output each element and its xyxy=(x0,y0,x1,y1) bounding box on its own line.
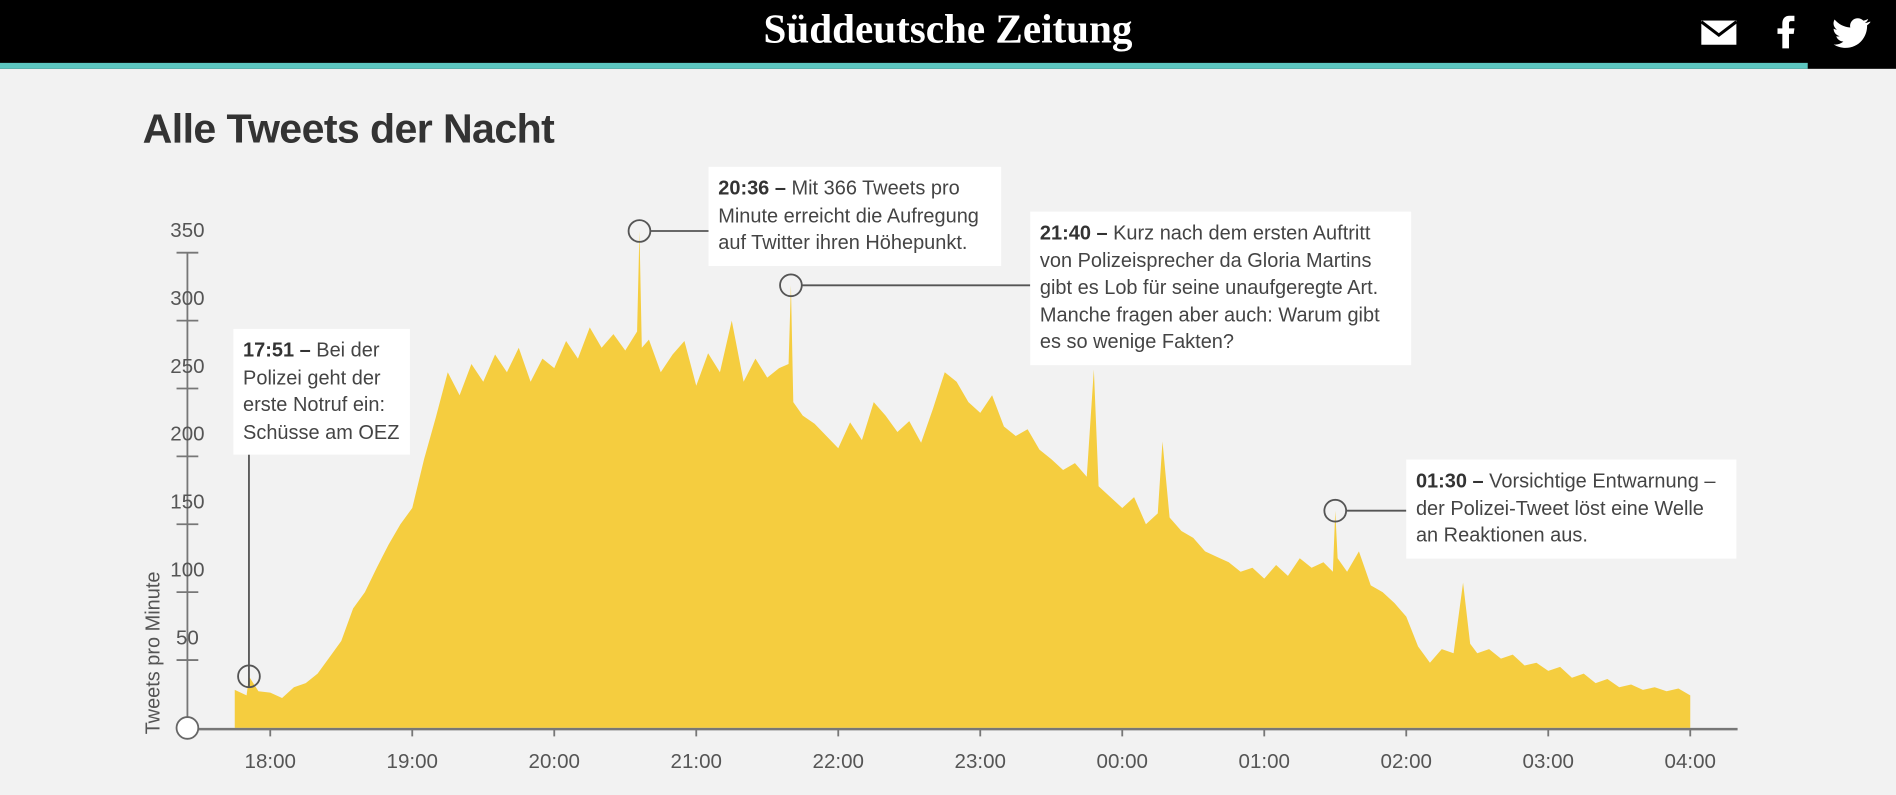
x-tick-label: 18:00 xyxy=(245,750,296,773)
annotation-text: Bei der Polizei geht der erste Notruf ei… xyxy=(243,339,400,444)
x-tick-label: 02:00 xyxy=(1381,750,1432,773)
y-tick-label: 350 xyxy=(170,219,204,242)
annotation-text: Mit 366 Tweets pro Minute erreicht die A… xyxy=(718,177,979,254)
annotation-time: 21:40 – xyxy=(1039,222,1108,245)
annotation-time: 17:51 – xyxy=(243,339,311,362)
facebook-icon[interactable] xyxy=(1777,15,1795,49)
y-tick-label: 250 xyxy=(170,355,204,378)
chart-title: Alle Tweets der Nacht xyxy=(142,106,555,153)
x-tick-label: 21:00 xyxy=(671,750,722,773)
x-tick-label: 23:00 xyxy=(955,750,1006,773)
annotation-text: Kurz nach dem ersten Auftritt von Polize… xyxy=(1039,222,1380,354)
y-tick-label: 300 xyxy=(170,287,204,310)
header-bar xyxy=(0,0,1896,69)
annotation: 17:51 – Bei der Polizei geht der erste N… xyxy=(233,328,410,455)
x-tick-label: 04:00 xyxy=(1665,750,1716,773)
header-accent xyxy=(0,62,1808,69)
annotation-time: 01:30 – xyxy=(1415,470,1484,493)
y-tick-label: 50 xyxy=(176,626,199,649)
annotation-marker xyxy=(1323,498,1348,523)
logo: Süddeutsche Zeitung xyxy=(763,7,1133,52)
annotation-time: 20:36 – xyxy=(718,177,786,200)
annotation: 21:40 – Kurz nach dem ersten Auftritt vo… xyxy=(1030,211,1412,365)
annotation: 20:36 – Mit 366 Tweets pro Minute erreic… xyxy=(708,166,1002,266)
x-tick-label: 03:00 xyxy=(1523,750,1574,773)
header: Süddeutsche Zeitung xyxy=(0,0,1896,69)
twitter-icon[interactable] xyxy=(1833,18,1871,48)
area xyxy=(234,230,1691,728)
x-tick-label: 22:00 xyxy=(813,750,864,773)
y-tick-label: 100 xyxy=(170,558,204,581)
y-tick-label: 200 xyxy=(170,423,204,446)
origin-marker xyxy=(175,716,200,740)
annotation-marker xyxy=(627,219,652,243)
annotation-text: Vorsichtige Entwarnung – der Polizei-Twe… xyxy=(1415,470,1716,547)
x-tick-label: 01:00 xyxy=(1239,750,1290,773)
annotation: 01:30 – Vorsichtige Entwarnung – der Pol… xyxy=(1406,459,1737,559)
y-tick-label: 150 xyxy=(170,491,204,514)
x-tick-label: 00:00 xyxy=(1097,750,1148,773)
header-background xyxy=(0,0,1896,69)
annotation-marker xyxy=(779,273,803,298)
annotation-marker xyxy=(237,664,261,689)
mail-icon[interactable] xyxy=(1700,20,1738,45)
x-tick-label: 19:00 xyxy=(387,750,438,773)
x-tick-label: 20:00 xyxy=(529,750,580,773)
y-axis-label: Tweets pro Minute xyxy=(143,572,165,735)
